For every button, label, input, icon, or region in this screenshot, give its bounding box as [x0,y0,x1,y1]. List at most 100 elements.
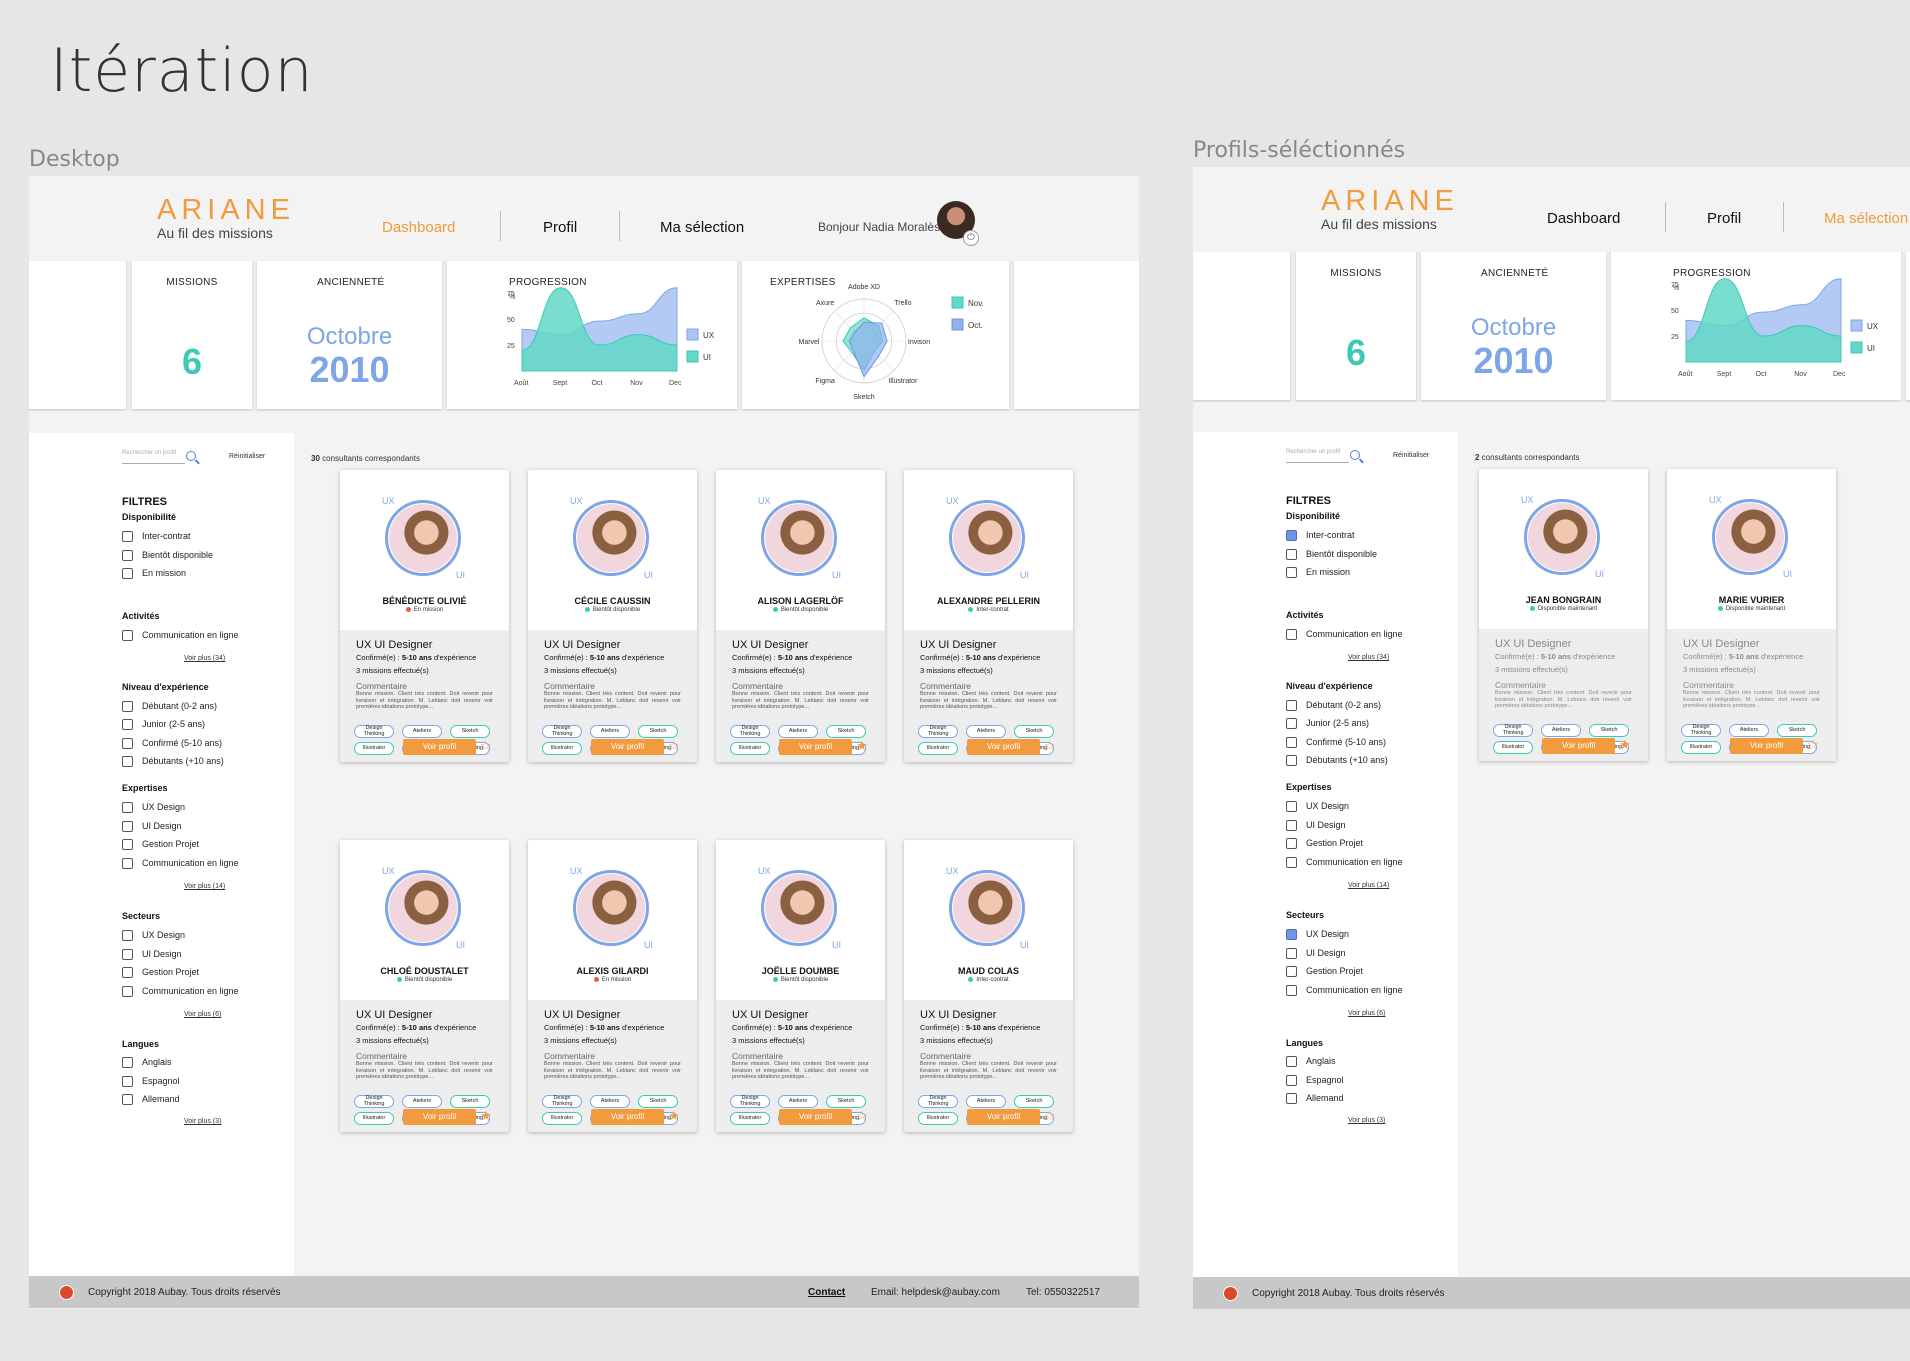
favorite-star-icon[interactable]: ☆ [1044,738,1056,753]
checkbox[interactable] [122,1057,133,1069]
checkbox[interactable] [122,719,133,731]
view-profile-button[interactable]: Voir profil [591,1109,664,1125]
see-more-link[interactable]: Voir plus (3) [1348,1117,1386,1124]
filter-option[interactable]: Bientôt disponible [1286,549,1377,561]
filter-option[interactable]: Débutants (+10 ans) [122,756,224,768]
filter-option[interactable]: UX Design [1286,801,1349,813]
logo[interactable]: ARIANE Au fil des missions [1321,185,1459,232]
filter-option[interactable]: Communication en ligne [122,986,239,998]
checkbox[interactable] [122,821,133,833]
checkbox[interactable] [1286,857,1297,869]
filter-option[interactable]: UI Design [122,949,182,961]
view-profile-button[interactable]: Voir profil [403,739,476,755]
favorite-star-icon[interactable]: ★ [668,1108,680,1123]
see-more-link[interactable]: Voir plus (34) [1348,654,1390,661]
checkbox[interactable] [122,756,133,768]
contact-link[interactable]: Contact [808,1287,846,1298]
nav-item-selection[interactable]: Ma sélection [1824,210,1909,227]
checkbox[interactable] [122,949,133,961]
checkbox[interactable] [122,839,133,851]
filter-option[interactable]: Gestion Projet [1286,966,1363,978]
filter-option[interactable]: UX Design [1286,929,1349,941]
view-profile-button[interactable]: Voir profil [967,1109,1040,1125]
checkbox[interactable] [122,550,133,562]
favorite-star-icon[interactable]: ★ [1619,737,1631,752]
favorite-star-icon[interactable]: ★ [480,1108,492,1123]
view-profile-button[interactable]: Voir profil [779,1109,852,1125]
favorite-star-icon[interactable]: ☆ [668,738,680,753]
view-profile-button[interactable]: Voir profil [1730,738,1803,754]
see-more-link[interactable]: Voir plus (6) [1348,1010,1386,1017]
filter-option[interactable]: Communication en ligne [1286,985,1403,997]
filter-option[interactable]: UI Design [122,821,182,833]
favorite-star-icon[interactable]: ☆ [480,738,492,753]
checkbox[interactable] [1286,801,1297,813]
filter-option[interactable]: Gestion Projet [1286,838,1363,850]
checkbox[interactable] [1286,700,1297,712]
filter-option[interactable]: Confirmé (5-10 ans) [1286,737,1386,749]
view-profile-button[interactable]: Voir profil [779,739,852,755]
filter-option[interactable]: Débutant (0-2 ans) [122,701,217,713]
filter-option[interactable]: Anglais [1286,1056,1336,1068]
filter-option[interactable]: Inter-contrat [122,531,191,543]
see-more-link[interactable]: Voir plus (34) [184,655,226,662]
checkbox[interactable] [1286,985,1297,997]
view-profile-button[interactable]: Voir profil [967,739,1040,755]
checkbox[interactable] [122,630,133,642]
view-profile-button[interactable]: Voir profil [591,739,664,755]
favorite-star-icon[interactable]: ☆ [1044,1108,1056,1123]
checkbox[interactable] [1286,1056,1297,1068]
filter-option[interactable]: Inter-contrat [1286,530,1355,542]
checkbox[interactable] [122,738,133,750]
nav-item-dashboard[interactable]: Dashboard [1547,210,1621,227]
checkbox[interactable] [1286,838,1297,850]
checkbox[interactable] [1286,737,1297,749]
see-more-link[interactable]: Voir plus (6) [184,1011,222,1018]
reset-button[interactable]: Réinitialiser [1393,452,1430,459]
filter-option[interactable]: Communication en ligne [1286,857,1403,869]
favorite-star-icon[interactable]: ★ [856,738,868,753]
filter-option[interactable]: UI Design [1286,820,1346,832]
search-icon[interactable] [1350,450,1360,460]
filter-option[interactable]: Gestion Projet [122,839,199,851]
checkbox[interactable] [122,967,133,979]
checkbox[interactable] [122,1076,133,1088]
see-more-link[interactable]: Voir plus (3) [184,1118,222,1125]
checkbox[interactable] [122,858,133,870]
filter-option[interactable]: Anglais [122,1057,172,1069]
checkbox[interactable] [1286,1075,1297,1087]
checkbox[interactable] [122,802,133,814]
filter-option[interactable]: Junior (2-5 ans) [1286,718,1369,730]
filter-option[interactable]: En mission [122,568,186,580]
filter-option[interactable]: Allemand [1286,1093,1344,1105]
filter-option[interactable]: Espagnol [122,1076,180,1088]
checkbox[interactable] [1286,948,1297,960]
filter-option[interactable]: UX Design [122,802,185,814]
checkbox[interactable] [1286,549,1297,561]
filter-option[interactable]: Bientôt disponible [122,550,213,562]
filter-option[interactable]: Communication en ligne [122,630,239,642]
checkbox[interactable] [122,568,133,580]
nav-item-selection[interactable]: Ma sélection [660,219,745,236]
filter-option[interactable]: Confirmé (5-10 ans) [122,738,222,750]
see-more-link[interactable]: Voir plus (14) [184,883,226,890]
filter-option[interactable]: Communication en ligne [1286,629,1403,641]
view-profile-button[interactable]: Voir profil [1542,738,1615,754]
filter-option[interactable]: UX Design [122,930,185,942]
nav-item-profil[interactable]: Profil [543,219,578,236]
nav-item-dashboard[interactable]: Dashboard [382,219,456,236]
see-more-link[interactable]: Voir plus (14) [1348,882,1390,889]
checkbox[interactable] [1286,755,1297,767]
filter-option[interactable]: Communication en ligne [122,858,239,870]
reset-button[interactable]: Réinitialiser [229,453,266,460]
checkbox[interactable] [122,986,133,998]
checkbox[interactable] [1286,629,1297,641]
checkbox[interactable] [1286,1093,1297,1105]
checkbox[interactable] [122,1094,133,1106]
filter-option[interactable]: Débutant (0-2 ans) [1286,700,1381,712]
checkbox[interactable] [1286,820,1297,832]
checkbox[interactable] [122,930,133,942]
filter-option[interactable]: Débutants (+10 ans) [1286,755,1388,767]
filter-option[interactable]: UI Design [1286,948,1346,960]
filter-option[interactable]: Espagnol [1286,1075,1344,1087]
